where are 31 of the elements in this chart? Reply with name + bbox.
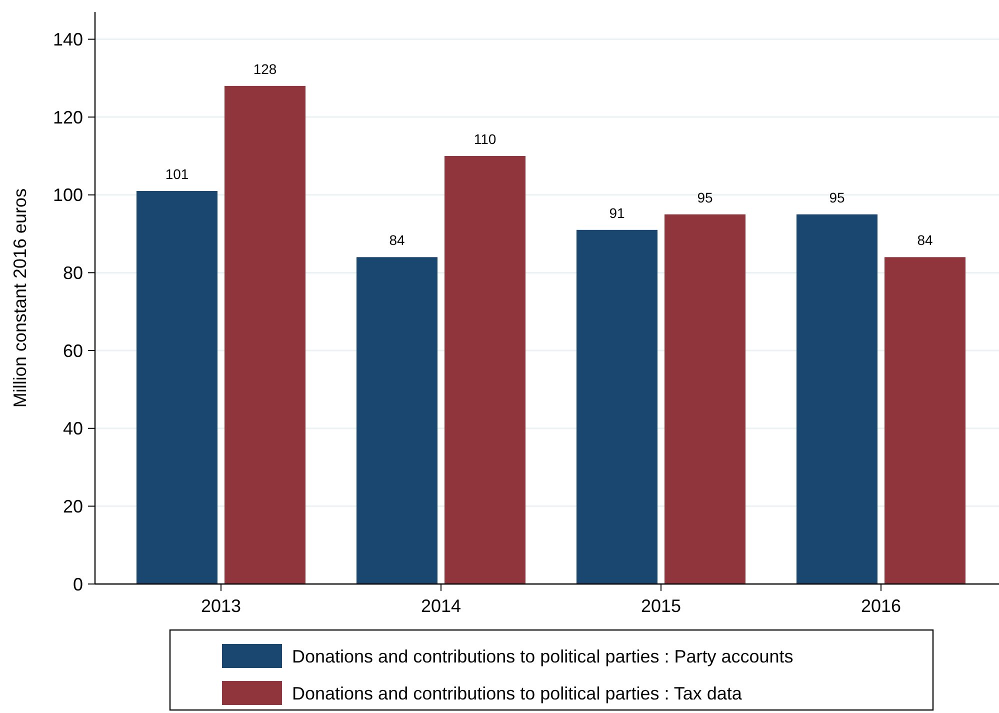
data-label: 84 [917,232,933,248]
data-label: 95 [697,189,713,206]
data-label: 110 [474,130,496,147]
data-label: 91 [609,204,625,221]
x-tick-label: 2013 [200,596,242,616]
legend-label: Donations and contributions to political parties : Tax data [292,683,743,704]
y-axis-title: Million constant 2016 euros [10,188,30,408]
y-tick-label: 60 [62,340,83,361]
bar [356,257,438,584]
data-label: 84 [389,232,405,248]
data-label: 128 [253,60,277,77]
legend-label: Donations and contributions to political parties : Party accounts [292,646,794,666]
data-label: 101 [165,166,189,182]
bar [664,214,746,584]
bar [444,156,526,584]
x-tick-label: 2014 [420,596,462,616]
y-tick-label: 120 [52,107,83,128]
data-label: 95 [829,189,845,206]
bar [884,257,966,584]
bar [136,190,218,584]
y-tick-label: 140 [52,30,83,50]
y-tick-label: 100 [52,185,83,206]
y-tick-label: 80 [62,263,83,284]
y-tick-label: 40 [62,418,83,439]
y-tick-label: 0 [72,574,83,594]
bar [576,230,658,584]
bar [224,86,306,584]
bar [796,214,878,584]
x-tick-label: 2015 [640,596,682,616]
x-tick-label: 2016 [860,596,902,616]
y-tick-label: 20 [62,496,83,516]
